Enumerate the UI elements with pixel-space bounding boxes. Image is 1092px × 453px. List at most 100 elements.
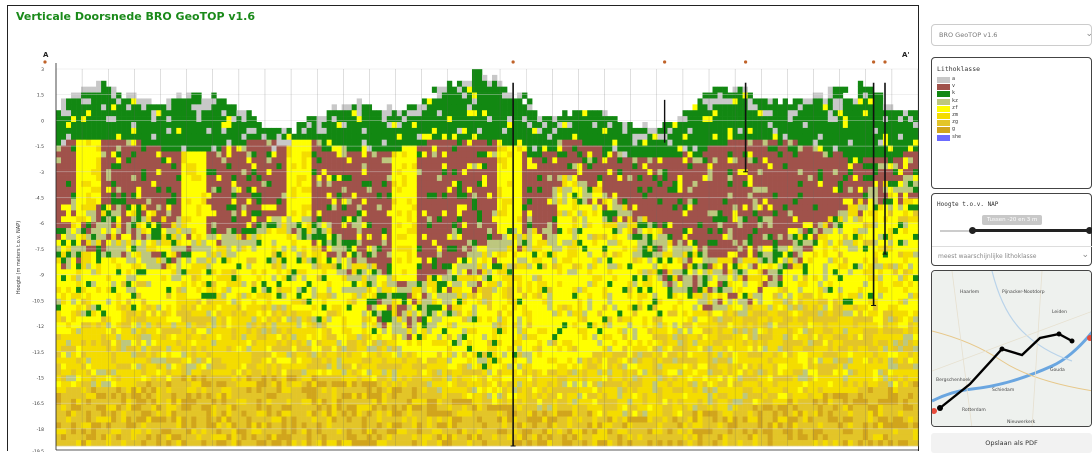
cell-zf	[126, 263, 132, 270]
cell-zm	[401, 269, 408, 276]
cell-zf	[351, 192, 357, 199]
cell-kz	[451, 351, 458, 358]
cell-zg	[61, 422, 67, 429]
cell-zf	[61, 363, 67, 370]
cell-zg	[301, 404, 307, 411]
cell-zm	[376, 410, 383, 417]
cell-zg	[121, 422, 127, 429]
cell-v	[266, 186, 272, 193]
cell-zg	[211, 357, 217, 364]
cell-zm	[301, 339, 307, 347]
cell-zg	[296, 422, 302, 429]
cell-zf	[411, 263, 418, 270]
cell-k	[201, 116, 207, 123]
cell-zm	[361, 375, 368, 382]
cell-zm	[451, 387, 458, 394]
cell-k	[471, 122, 478, 129]
cell-v	[236, 228, 242, 235]
cross-section-chart[interactable]: 31.50-1.5-3-4.5-6-7.5-9-10.5-12-13.5-15-…	[8, 6, 920, 452]
cell-a	[111, 86, 117, 93]
cell-zf	[106, 204, 112, 211]
cell-zf	[311, 345, 317, 353]
cell-v	[101, 175, 107, 182]
cell-zg	[386, 404, 393, 411]
cell-a	[261, 133, 267, 140]
cell-zm	[411, 398, 418, 406]
cell-zg	[301, 392, 307, 400]
cell-k	[111, 216, 117, 223]
cell-k	[386, 316, 393, 323]
cell-g	[286, 375, 292, 382]
cell-zf	[351, 316, 357, 323]
cell-zm	[311, 304, 317, 311]
cell-k	[181, 269, 187, 276]
cell-zm	[236, 275, 242, 282]
cell-zf	[271, 269, 277, 276]
cell-zg	[126, 410, 132, 417]
cell-v	[376, 316, 383, 323]
cell-v	[281, 151, 287, 158]
cell-zf	[401, 339, 408, 347]
cell-zm	[116, 357, 122, 364]
cell-zg	[251, 440, 257, 447]
cell-zm	[176, 416, 182, 423]
cell-kz	[66, 233, 72, 241]
cell-zg	[361, 316, 368, 323]
cell-kz	[146, 251, 152, 258]
cell-v	[361, 157, 368, 164]
cell-zf	[86, 169, 92, 176]
cell-v	[206, 157, 212, 164]
cell-v	[436, 257, 443, 264]
cell-v	[361, 239, 368, 247]
cell-zm	[401, 233, 408, 241]
cell-zm	[201, 387, 207, 394]
cell-zf	[401, 169, 408, 176]
cell-zg	[286, 339, 292, 347]
cell-v	[71, 180, 77, 188]
cell-zf	[301, 145, 307, 152]
cell-v	[331, 228, 337, 235]
cell-v	[446, 257, 453, 264]
cell-zf	[76, 186, 82, 193]
cell-zm	[191, 263, 197, 270]
cell-zg	[201, 322, 207, 329]
cell-k	[341, 110, 347, 117]
cell-zf	[406, 192, 413, 199]
cell-v	[171, 169, 177, 176]
cell-zg	[276, 428, 282, 435]
cell-k	[376, 127, 383, 135]
cell-kz	[56, 298, 62, 305]
cell-zf	[391, 216, 398, 223]
cell-v	[426, 210, 433, 217]
cell-zm	[301, 157, 307, 164]
cell-zf	[446, 186, 453, 193]
cell-zg	[71, 416, 77, 423]
cell-zf	[201, 163, 207, 170]
cell-zf	[256, 281, 262, 288]
cell-zm	[241, 316, 247, 323]
cell-k	[371, 127, 378, 135]
cell-zf	[76, 351, 82, 358]
cell-g	[266, 410, 272, 417]
cell-zg	[171, 357, 177, 364]
cell-zf	[341, 263, 347, 270]
cell-zm	[301, 310, 307, 317]
cell-zf	[136, 192, 142, 199]
cell-zf	[336, 322, 342, 329]
cell-zf	[196, 186, 202, 193]
cell-k	[391, 133, 398, 140]
cell-v	[431, 139, 438, 146]
cell-v	[331, 186, 337, 193]
cell-zf	[116, 316, 122, 323]
cell-k	[126, 133, 132, 140]
cell-k	[426, 127, 433, 135]
cell-zm	[421, 387, 428, 394]
cell-kz	[206, 363, 212, 370]
cell-zg	[276, 316, 282, 323]
cell-v	[271, 175, 277, 182]
cell-zg	[411, 410, 418, 417]
cell-zf	[131, 339, 137, 347]
cell-zg	[211, 392, 217, 400]
cell-zm	[381, 392, 388, 400]
cell-zm	[116, 222, 122, 229]
